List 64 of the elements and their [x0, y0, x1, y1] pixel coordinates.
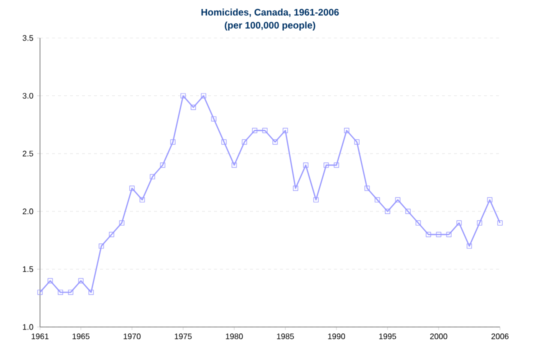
- point: [68, 290, 74, 295]
- x-tick-label: 1975: [174, 334, 192, 340]
- point: [242, 139, 248, 145]
- point: [395, 197, 400, 202]
- point: [384, 208, 390, 214]
- point: [160, 162, 166, 168]
- y-tick-label: 1.5: [22, 266, 34, 272]
- chart-title: Homicides, Canada, 1961-2006: [201, 8, 339, 17]
- point: [221, 139, 227, 145]
- x-tick-label: 1970: [124, 334, 141, 340]
- point: [37, 290, 43, 295]
- point: [344, 128, 350, 134]
- point: [436, 232, 442, 238]
- point: [119, 220, 124, 226]
- point: [190, 104, 196, 110]
- point: [58, 290, 64, 295]
- point: [200, 93, 206, 98]
- y-tick-label: 2.5: [22, 150, 34, 156]
- x-tick-label: 2006: [492, 334, 509, 340]
- point: [98, 243, 104, 249]
- point: [88, 290, 94, 295]
- y-tick-label: 2.0: [22, 208, 34, 214]
- point: [262, 128, 268, 134]
- x-tick-label: 1990: [328, 334, 346, 340]
- point: [78, 278, 84, 284]
- point: [466, 243, 472, 249]
- point: [426, 232, 432, 238]
- point: [364, 186, 370, 191]
- point: [292, 186, 298, 191]
- x-tick-label: 1961: [32, 334, 49, 340]
- point: [303, 162, 308, 168]
- x-tick-label: 1985: [277, 334, 294, 340]
- point: [476, 220, 482, 226]
- point: [446, 232, 452, 238]
- point: [334, 162, 340, 168]
- point: [211, 116, 216, 122]
- point: [282, 128, 288, 134]
- x-tick-label: 2000: [430, 334, 448, 340]
- point: [456, 220, 462, 226]
- point: [272, 139, 278, 145]
- point: [374, 197, 380, 202]
- point: [497, 220, 503, 226]
- point: [170, 139, 176, 145]
- point: [129, 186, 135, 191]
- point: [180, 93, 186, 98]
- point: [108, 232, 114, 238]
- point: [313, 197, 319, 202]
- point: [48, 278, 53, 284]
- point: [405, 208, 411, 214]
- point: [140, 197, 145, 202]
- point: [354, 139, 360, 145]
- point: [150, 174, 156, 180]
- point: [232, 162, 237, 168]
- y-tick-label: 3.5: [22, 35, 34, 41]
- x-tick-label: 1965: [72, 334, 90, 340]
- point: [416, 220, 421, 226]
- x-tick-label: 1980: [226, 334, 243, 340]
- point: [324, 162, 329, 168]
- x-tick-label: 1995: [379, 334, 396, 340]
- point: [252, 128, 258, 134]
- y-tick-label: 1.0: [22, 324, 34, 330]
- y-tick-label: 3.0: [22, 92, 34, 99]
- point: [487, 197, 492, 202]
- chart-subtitle: (per 100,000 people): [224, 22, 316, 30]
